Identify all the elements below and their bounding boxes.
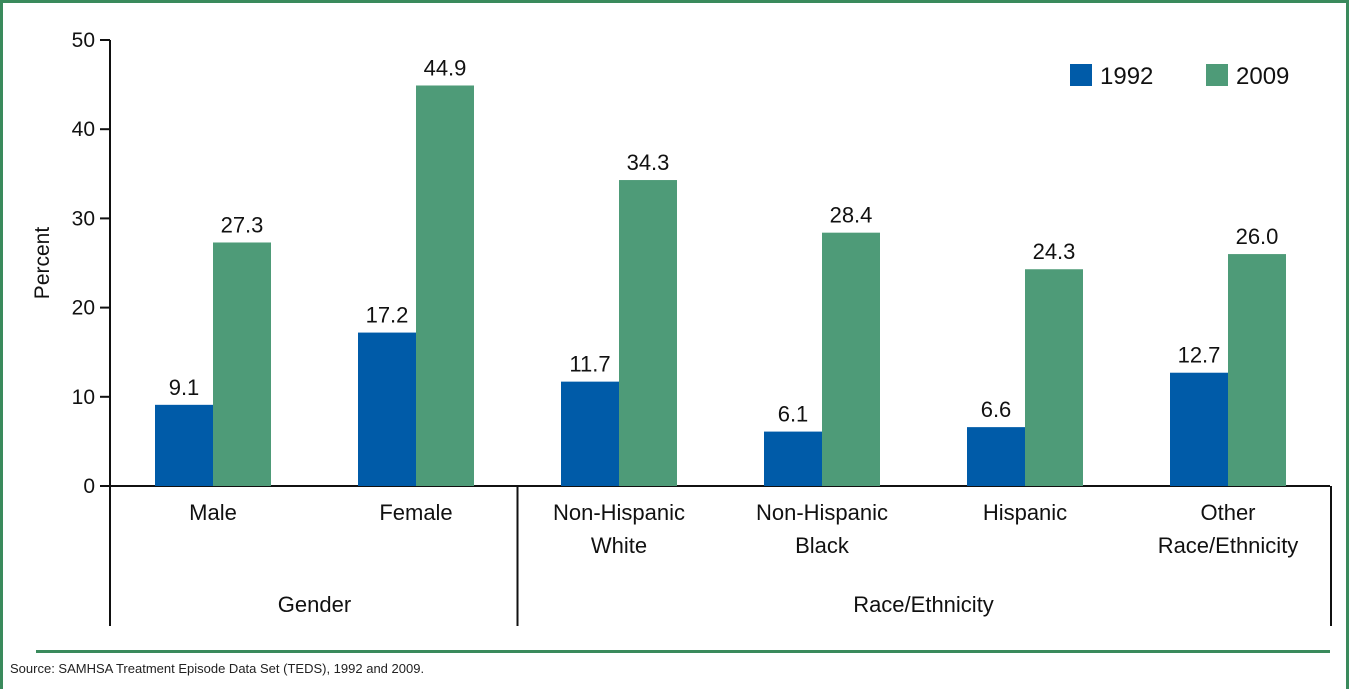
data-label: 24.3 — [1033, 239, 1076, 264]
source-divider — [36, 650, 1330, 653]
data-label: 26.0 — [1236, 224, 1279, 249]
axes: 0 10 20 30 40 50 Percent — [31, 29, 1332, 626]
category-label: Hispanic — [983, 500, 1067, 525]
data-label: 9.1 — [169, 375, 200, 400]
labels: 9.1 17.2 11.7 6.1 6.6 12.7 27.3 44.9 34.3 28.4 24.… — [169, 55, 1299, 617]
bar-2009 — [416, 85, 474, 486]
data-label: 6.1 — [778, 402, 809, 427]
bar-2009 — [213, 242, 271, 486]
y-tick-label: 0 — [83, 475, 95, 498]
category-label: Other — [1200, 500, 1255, 525]
category-label: White — [591, 533, 647, 558]
data-label: 44.9 — [424, 55, 467, 80]
y-axis-title: Percent — [31, 227, 54, 300]
y-tick-label: 30 — [72, 207, 95, 230]
bar-1992 — [1170, 372, 1228, 486]
y-tick-label: 50 — [72, 29, 95, 52]
bar-1992 — [561, 381, 619, 486]
category-label: Male — [189, 500, 237, 525]
y-tick-label: 40 — [72, 118, 95, 141]
data-label: 28.4 — [830, 203, 873, 228]
data-label: 6.6 — [981, 397, 1012, 422]
bar-1992 — [358, 332, 416, 486]
legend-label: 1992 — [1100, 63, 1153, 90]
bars — [155, 85, 1286, 486]
y-tick-label: 20 — [72, 297, 95, 320]
data-label: 27.3 — [221, 212, 264, 237]
data-label: 12.7 — [1178, 343, 1221, 368]
legend-swatch-1992 — [1070, 64, 1092, 86]
category-label: Female — [379, 500, 452, 525]
data-label: 17.2 — [366, 303, 409, 328]
bar-2009 — [1025, 269, 1083, 486]
group-label: Gender — [278, 592, 351, 617]
bar-2009 — [822, 232, 880, 486]
bar-1992 — [764, 431, 822, 486]
bar-1992 — [155, 404, 213, 486]
source-note: Source: SAMHSA Treatment Episode Data Se… — [10, 661, 425, 676]
category-label: Race/Ethnicity — [1158, 533, 1299, 558]
legend-swatch-2009 — [1206, 64, 1228, 86]
category-label: Black — [795, 533, 850, 558]
category-label: Non-Hispanic — [553, 500, 685, 525]
bar-1992 — [967, 427, 1025, 486]
bar-2009 — [1228, 254, 1286, 486]
y-tick-label: 10 — [72, 386, 95, 409]
legend: 1992 2009 — [1070, 63, 1289, 90]
data-label: 34.3 — [627, 150, 670, 175]
legend-label: 2009 — [1236, 63, 1289, 90]
data-label: 11.7 — [569, 352, 610, 377]
category-label: Non-Hispanic — [756, 500, 888, 525]
bar-2009 — [619, 180, 677, 486]
group-label: Race/Ethnicity — [853, 592, 994, 617]
